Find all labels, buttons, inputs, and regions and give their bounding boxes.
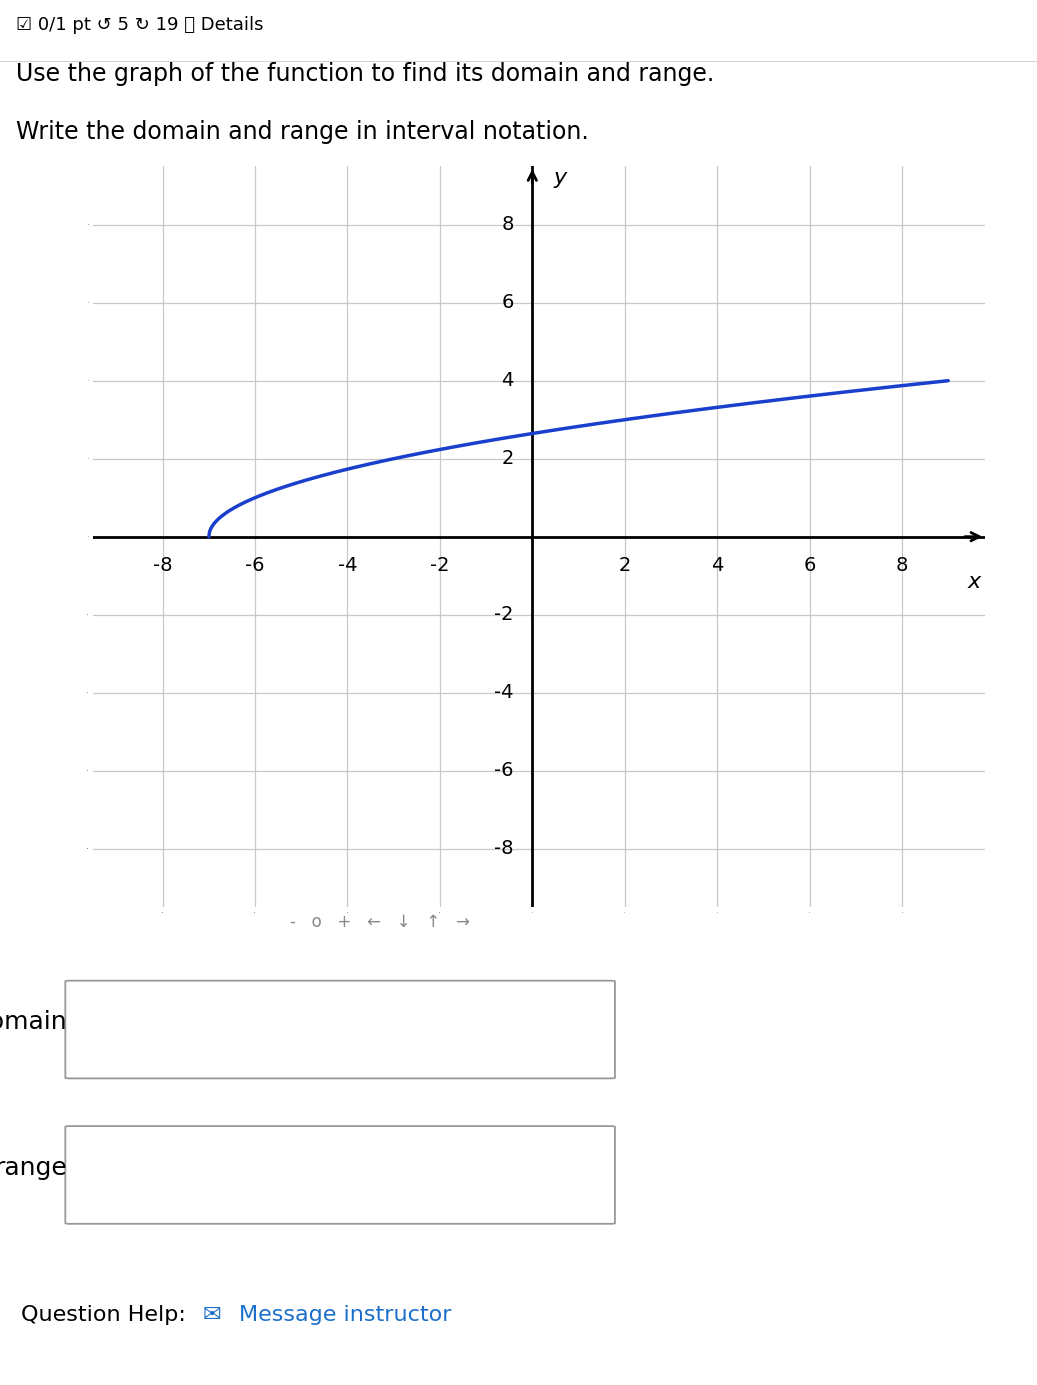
Text: 6: 6 <box>502 294 513 312</box>
Text: 8: 8 <box>502 215 513 234</box>
Text: Write the domain and range in interval notation.: Write the domain and range in interval n… <box>16 120 588 144</box>
Text: range: range <box>0 1156 67 1180</box>
Text: -6: -6 <box>246 557 264 575</box>
FancyBboxPatch shape <box>65 981 615 1079</box>
Text: Question Help:: Question Help: <box>21 1305 186 1324</box>
Text: ☑ 0/1 pt ↺ 5 ↻ 19 ⓘ Details: ☑ 0/1 pt ↺ 5 ↻ 19 ⓘ Details <box>16 15 263 33</box>
Text: Use the graph of the function to find its domain and range.: Use the graph of the function to find it… <box>16 62 713 86</box>
Text: -4: -4 <box>495 683 513 702</box>
Text: 4: 4 <box>711 557 724 575</box>
Text: -6: -6 <box>495 762 513 780</box>
Text: 6: 6 <box>804 557 816 575</box>
FancyBboxPatch shape <box>65 1126 615 1224</box>
Text: domain: domain <box>0 1011 67 1035</box>
Text: x: x <box>968 572 981 591</box>
Text: 4: 4 <box>502 371 513 391</box>
Text: -4: -4 <box>338 557 357 575</box>
Text: Message instructor: Message instructor <box>239 1305 451 1324</box>
Text: -8: -8 <box>152 557 172 575</box>
Text: -2: -2 <box>430 557 450 575</box>
Text: -2: -2 <box>495 605 513 625</box>
Text: 8: 8 <box>896 557 908 575</box>
Text: ✉: ✉ <box>202 1305 221 1324</box>
Text: -   o   +   ←   ↓   ↑   →: - o + ← ↓ ↑ → <box>290 914 470 931</box>
Text: -8: -8 <box>495 839 513 859</box>
Text: y: y <box>553 168 566 188</box>
Text: 2: 2 <box>502 449 513 468</box>
Text: 2: 2 <box>618 557 630 575</box>
